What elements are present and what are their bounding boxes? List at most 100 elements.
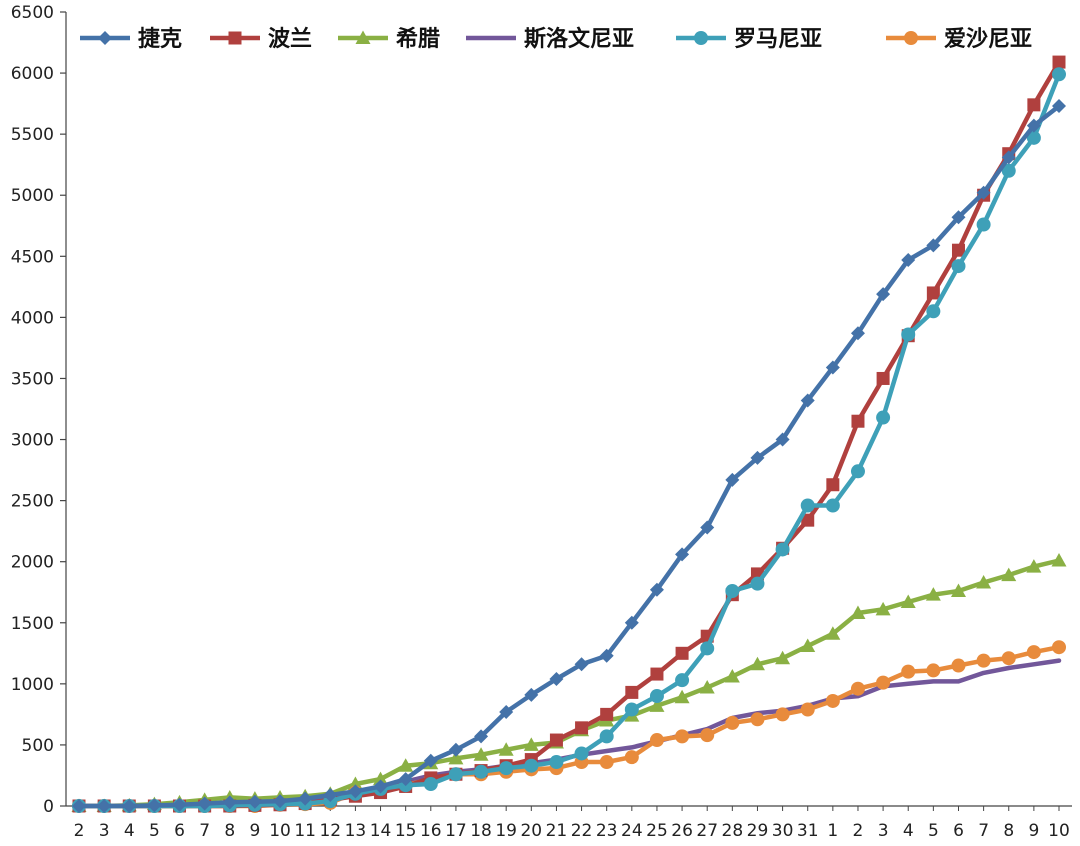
y-tick-label: 1500 <box>11 614 54 634</box>
data-point <box>674 689 690 704</box>
data-point <box>801 513 815 527</box>
legend-item: 斯洛文尼亚 <box>466 26 634 52</box>
legend-item: 捷克 <box>80 26 182 52</box>
data-point <box>197 796 212 811</box>
data-point <box>172 797 187 812</box>
y-tick-label: 5000 <box>11 186 54 206</box>
data-point <box>876 410 891 425</box>
data-point <box>800 393 815 408</box>
data-point <box>800 498 815 513</box>
data-point <box>1001 150 1016 165</box>
x-tick-label: 2 <box>74 821 85 841</box>
x-tick-label: 23 <box>596 821 618 841</box>
x-tick-label: 25 <box>646 821 668 841</box>
x-tick-label: 7 <box>978 821 989 841</box>
x-tick-label: 1 <box>827 821 838 841</box>
series-line <box>76 72 1062 809</box>
x-tick-label: 24 <box>621 821 643 841</box>
data-point <box>876 371 890 385</box>
data-point <box>599 648 614 663</box>
data-point <box>499 704 514 719</box>
data-point <box>926 238 941 253</box>
x-tick-label: 30 <box>772 821 794 841</box>
data-point <box>97 799 112 813</box>
legend-marker <box>694 31 708 45</box>
data-point <box>1052 67 1066 82</box>
data-point <box>373 779 388 794</box>
data-point <box>700 728 715 743</box>
y-tick-label: 2500 <box>11 492 54 512</box>
data-point <box>523 737 539 751</box>
data-point <box>1026 645 1041 660</box>
y-tick-label: 3500 <box>11 369 54 389</box>
data-point <box>700 641 715 656</box>
x-tick-label: 8 <box>1003 821 1014 841</box>
data-point <box>649 733 664 748</box>
data-point <box>850 464 865 479</box>
x-tick-label: 4 <box>903 821 914 841</box>
x-tick-label: 20 <box>520 821 542 841</box>
data-point <box>825 498 840 513</box>
data-point <box>724 669 740 683</box>
x-tick-label: 28 <box>722 821 744 841</box>
data-point <box>222 795 237 810</box>
data-point <box>851 414 865 428</box>
legend-marker <box>355 30 371 44</box>
data-point <box>398 772 413 787</box>
x-tick-label: 4 <box>124 821 135 841</box>
legend: 捷克 波兰 希腊 斯洛文尼亚 罗马尼亚 爱沙尼亚 <box>80 26 1032 52</box>
data-point <box>876 675 891 690</box>
data-point <box>826 478 840 492</box>
data-point <box>725 715 740 730</box>
x-tick-label: 3 <box>878 821 889 841</box>
data-point <box>474 764 489 779</box>
data-point <box>675 646 689 660</box>
data-point <box>1026 130 1041 145</box>
legend-label: 斯洛文尼亚 <box>524 26 634 52</box>
data-point <box>1026 118 1041 133</box>
x-tick-label: 7 <box>199 821 210 841</box>
data-point <box>951 259 966 274</box>
y-axis: 0 500 1000 1500 2000 2500 3000 3500 4000 4500 5000… <box>11 3 67 817</box>
data-point <box>775 707 790 722</box>
series-line <box>76 103 1062 809</box>
legend-item: 希腊 <box>338 26 440 52</box>
data-point <box>800 638 816 652</box>
x-tick-label: 6 <box>174 821 185 841</box>
data-point <box>850 681 865 696</box>
y-tick-label: 4000 <box>11 308 54 328</box>
data-point <box>775 432 790 447</box>
y-tick-label: 0 <box>43 797 54 817</box>
legend-marker <box>904 31 918 45</box>
data-point <box>72 799 86 813</box>
data-point <box>926 286 940 300</box>
x-axis: 2 3 4 5 6 7 8 9 10 11 12 13 14 15 16 17 18 19 20 21 22 23 24 25… <box>66 805 1072 841</box>
data-point <box>976 574 992 589</box>
x-tick-label: 5 <box>149 821 160 841</box>
data-point <box>775 650 791 665</box>
x-tick-label: 12 <box>319 821 341 841</box>
series-6 <box>72 640 1066 813</box>
data-point <box>625 685 639 699</box>
x-tick-label: 2 <box>853 821 864 841</box>
data-point <box>298 791 313 806</box>
data-point <box>649 689 664 704</box>
legend-marker <box>98 31 112 45</box>
x-tick-label: 10 <box>269 821 291 841</box>
data-point <box>624 702 639 717</box>
data-point <box>951 658 966 673</box>
data-point <box>976 653 991 668</box>
y-tick-label: 6500 <box>11 3 54 23</box>
x-tick-label: 19 <box>495 821 517 841</box>
data-point <box>1052 55 1066 69</box>
x-tick-label: 5 <box>928 821 939 841</box>
data-point <box>750 450 765 465</box>
data-point <box>423 777 438 792</box>
data-point <box>800 702 815 717</box>
data-point <box>524 758 539 773</box>
data-point <box>825 693 840 708</box>
x-tick-label: 16 <box>420 821 442 841</box>
data-point <box>498 742 514 756</box>
x-tick-label: 31 <box>797 821 819 841</box>
data-point <box>850 605 866 619</box>
